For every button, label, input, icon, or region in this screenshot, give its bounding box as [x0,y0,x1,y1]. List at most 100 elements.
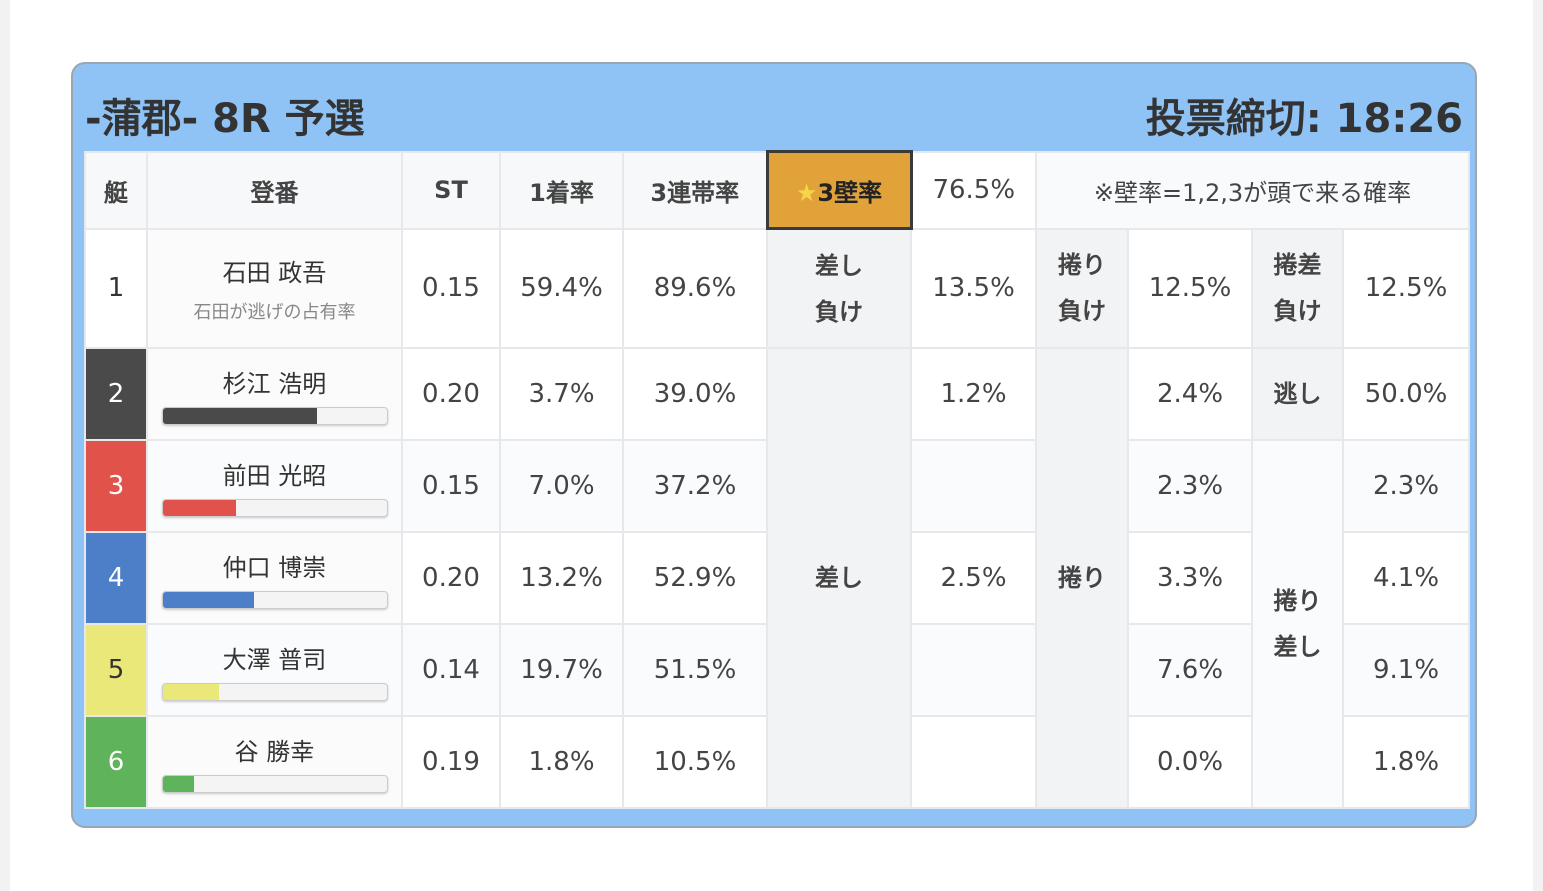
sashi-value: 2.5% [910,531,1037,625]
racer-name[interactable]: 仲口 博崇 [222,553,327,582]
makurisashi-value: 2.3% [1341,439,1471,533]
right-margin [1533,0,1543,891]
racer-name[interactable]: 前田 光昭 [222,461,327,490]
makuri-label: 捲り [1035,347,1129,809]
table-row: 6 谷 勝幸 0.19 1.8% 10.5% 0.0% 1.8% [84,715,1471,809]
rate-bar [161,406,388,425]
table-row: 5 大澤 普司 0.14 19.7% 51.5% 7.6% 9.1% [84,623,1471,717]
rate-bar [161,498,388,517]
racer-name[interactable]: 谷 勝幸 [234,737,315,766]
top3-rate: 39.0% [622,347,768,441]
racer-name-cell: 大澤 普司 [146,623,403,717]
boat-number: 1 [84,227,148,349]
label-line: 捲り [1058,251,1106,280]
st: 0.14 [401,623,501,717]
left-margin [0,0,10,891]
col-top3: 3連帯率 [622,150,768,230]
makuri-value: 2.3% [1127,439,1253,533]
boat-number: 3 [84,439,148,533]
table-row: 3 前田 光昭 0.15 7.0% 37.2% 2.3% 捲り差し 2.3% [84,439,1471,809]
sashi-label: 差し [766,347,912,809]
makurisashi-label: 捲り 差し [1251,439,1344,809]
win-rate: 1.8% [499,715,624,809]
st: 0.20 [401,531,501,625]
makuri-value: 0.0% [1127,715,1253,809]
st: 0.20 [401,347,501,441]
top3-rate: 10.5% [622,715,768,809]
rate-bar-fill [162,591,255,608]
star-icon: ★ [795,178,818,207]
sashi-make-label: 差し 負け [766,227,912,349]
label-line: 捲差 [1273,251,1322,280]
vote-deadline: 投票締切: 18:26 [1145,96,1463,142]
wall-rate-note: ※壁率=1,2,3が頭で来る確率 [1034,150,1471,230]
race-title: -蒲郡- 8R 予選 [85,96,365,142]
makurisashi-value: 9.1% [1341,623,1471,717]
makurisashi-make-value: 12.5% [1341,227,1471,349]
boat-number: 4 [84,531,148,625]
race-table: 艇 登番 ST 1着率 3連帯率 ★3壁率 76.5% ※壁率=1,2,3が頭で… [84,150,1471,809]
top3-rate: 51.5% [622,623,768,717]
table-row: 4 仲口 博崇 0.20 13.2% 52.9% 2.5% 3.3% 4.1% [84,531,1471,625]
col-boat: 艇 [84,150,148,230]
boat-number: 6 [84,715,148,809]
win-rate: 19.7% [499,623,624,717]
sashi-make-value: 13.5% [910,227,1037,349]
top3-rate: 89.6% [622,227,768,349]
racer-name-cell: 仲口 博崇 [146,531,403,625]
racer-note: 石田が逃げの占有率 [193,301,356,323]
col-name: 登番 [146,150,403,230]
makuri-make-value: 12.5% [1127,227,1253,349]
label-line: 捲り [1273,587,1322,615]
win-rate: 3.7% [499,347,624,441]
rate-bar-fill [162,499,237,516]
racer-name[interactable]: 杉江 浩明 [222,369,327,398]
boat-number: 5 [84,623,148,717]
racer-name[interactable]: 大澤 普司 [222,645,327,674]
label-line: 負け [1273,297,1322,326]
makuri-value: 7.6% [1127,623,1253,717]
nige-value: 50.0% [1341,347,1471,441]
label-line: 差し [815,251,863,280]
rate-bar [161,590,388,609]
rate-bar-fill [162,407,318,424]
top3-rate: 52.9% [622,531,768,625]
col-st: ST [401,150,501,230]
label-line: 差し [1273,633,1322,661]
win-rate: 7.0% [499,439,624,533]
nige-label: 逃し [1251,347,1344,441]
st: 0.15 [401,439,501,533]
sashi-value: 1.2% [910,347,1037,441]
makuri-value: 2.4% [1127,347,1253,441]
wall-rate-value: 76.5% [910,150,1037,230]
rate-bar [161,682,388,701]
wall-rate-text: 3壁率 [817,178,883,207]
wall-rate-label: ★3壁率 [765,150,913,230]
racer-name-cell: 谷 勝幸 [146,715,403,809]
top3-rate: 37.2% [622,439,768,533]
st: 0.19 [401,715,501,809]
racer-name-cell: 杉江 浩明 [146,347,403,441]
makuri-make-label: 捲り 負け [1035,227,1129,349]
label-line: 負け [1058,297,1106,326]
race-card: -蒲郡- 8R 予選 投票締切: 18:26 艇 登番 ST 1着率 3連帯率 … [71,62,1477,828]
makurisashi-value: 4.1% [1341,531,1471,625]
makurisashi-make-label: 捲差 負け [1251,227,1344,349]
rate-bar [161,774,388,793]
racer-name-cell: 前田 光昭 [146,439,403,533]
makurisashi-value: 1.8% [1341,715,1471,809]
sashi-value [910,715,1037,809]
col-win: 1着率 [499,150,624,230]
st: 0.15 [401,227,501,349]
racer-name-cell: 石田 政吾石田が逃げの占有率 [146,227,403,349]
rate-bar-fill [162,775,194,792]
win-rate: 59.4% [499,227,624,349]
racer-name[interactable]: 石田 政吾 [222,258,327,287]
win-rate: 13.2% [499,531,624,625]
table-row: 1 石田 政吾石田が逃げの占有率 0.15 59.4% 89.6% 差し負け 1… [84,227,1471,349]
header-row: 艇 登番 ST 1着率 3連帯率 ★3壁率 76.5% ※壁率=1,2,3が頭で… [84,150,1471,230]
sashi-value [910,623,1037,717]
label-line: 負け [815,297,863,326]
boat-number: 2 [84,347,148,441]
table-row: 2 杉江 浩明 0.20 3.7% 39.0% 差し 1.2% 捲り 2.4% … [84,347,1471,809]
